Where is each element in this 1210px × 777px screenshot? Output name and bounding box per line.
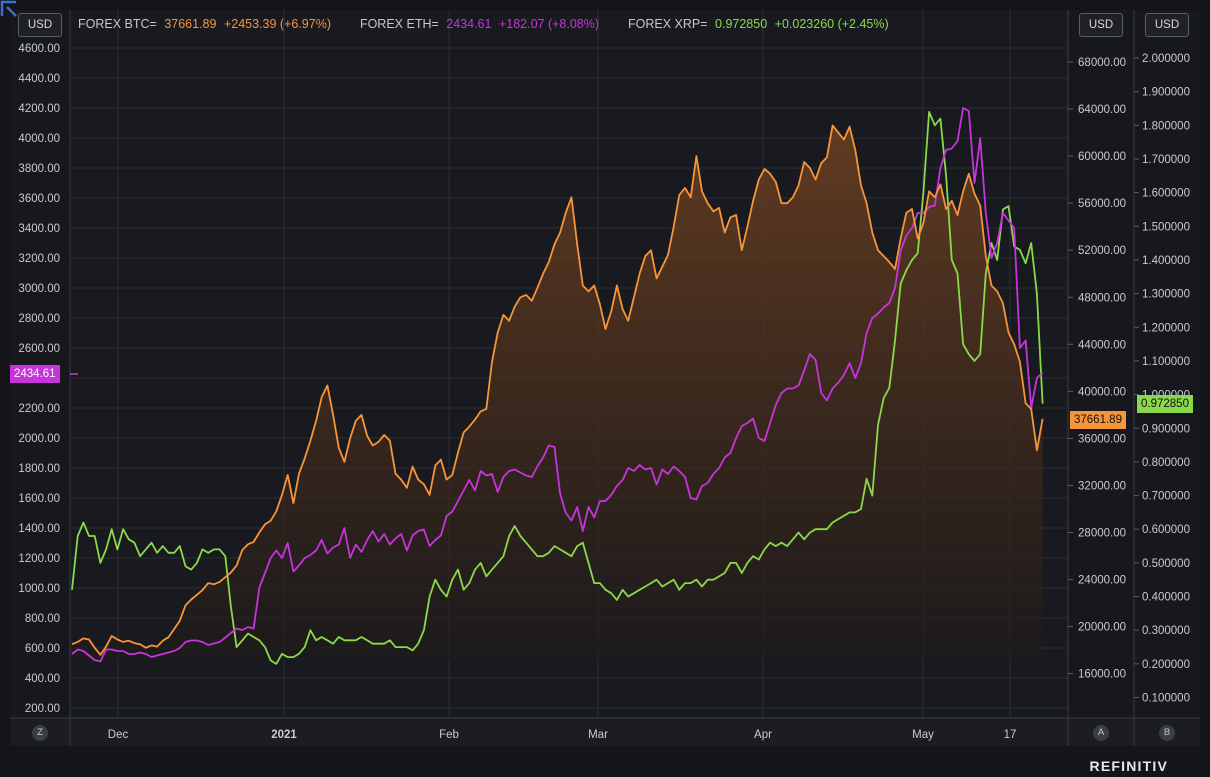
btc-axis-tick-label: 64000.00 (1078, 104, 1126, 116)
xrp-axis-tick-label: 0.500000 (1142, 558, 1190, 570)
btc-axis-tick-label: 68000.00 (1078, 57, 1126, 69)
eth-axis-tick-label: 1000.00 (18, 583, 60, 595)
xrp-series-line (71, 111, 1044, 665)
xrp-axis-tick-label: 1.400000 (1142, 255, 1190, 267)
eth-axis-tick-label: 4600.00 (18, 43, 60, 55)
secondary-scale-button[interactable]: B (1159, 725, 1175, 741)
eth-axis-tick-label: 2000.00 (18, 433, 60, 445)
btc-axis-tick-label: 24000.00 (1078, 575, 1126, 587)
xrp-axis-tick-label: 0.700000 (1142, 491, 1190, 503)
time-axis-label: Apr (754, 729, 772, 741)
left-axis-unit-button[interactable]: USD (18, 13, 62, 37)
btc-axis-tick-label: 16000.00 (1078, 669, 1126, 681)
eth-axis-tick-label: 3000.00 (18, 283, 60, 295)
eth-axis-panel (10, 10, 70, 718)
legend-btc-name: FOREX BTC= (78, 17, 157, 31)
eth-axis-tick-label: 4000.00 (18, 133, 60, 145)
btc-axis-tick-label: 28000.00 (1078, 528, 1126, 540)
time-axis-label: May (912, 729, 934, 741)
time-axis-panel (10, 718, 1200, 746)
brand-label: REFINITIV (1089, 758, 1168, 774)
eth-price-tag: 2434.61 (10, 365, 60, 383)
eth-axis-tick-label: 3400.00 (18, 223, 60, 235)
legend-eth-price: 2434.61 (446, 17, 492, 31)
xrp-axis-tick-label: 1.800000 (1142, 120, 1190, 132)
zoom-reset-button[interactable]: Z (32, 725, 48, 741)
eth-axis-tick-label: 4400.00 (18, 73, 60, 85)
eth-axis-tick-label: 200.00 (25, 703, 60, 715)
eth-axis-tick-label: 400.00 (25, 673, 60, 685)
time-axis-label: Dec (108, 729, 129, 741)
btc-axis-tick-label: 20000.00 (1078, 622, 1126, 634)
xrp-axis-tick-label: 0.400000 (1142, 592, 1190, 604)
xrp-axis-tick-label: 0.100000 (1142, 693, 1190, 705)
btc-axis-tick-label: 32000.00 (1078, 480, 1126, 492)
auto-scale-button[interactable]: A (1093, 725, 1109, 741)
legend-eth-name: FOREX ETH= (359, 17, 439, 31)
btc-axis-tick-label: 40000.00 (1078, 386, 1126, 398)
legend-xrp-change: +0.023260 (+2.45%) (774, 17, 889, 31)
eth-axis-tick-label: 2800.00 (18, 313, 60, 325)
time-axis-label: Mar (588, 729, 608, 741)
btc-axis-panel (1068, 10, 1134, 718)
legend-btc-price: 37661.89 (164, 17, 217, 31)
time-axis-label: 17 (1004, 729, 1017, 741)
legend: FOREX BTC= 37661.89 +2453.39 (+6.97%) FO… (78, 17, 893, 31)
xrp-axis-tick-label: 1.500000 (1142, 221, 1190, 233)
xrp-axis-panel (1134, 10, 1200, 718)
legend-btc-change: +2453.39 (+6.97%) (223, 17, 331, 31)
legend-eth-change: +182.07 (+8.08%) (498, 17, 600, 31)
xrp-axis-tick-label: 0.600000 (1142, 524, 1190, 536)
time-axis-label: 2021 (271, 729, 297, 741)
legend-xrp-price: 0.972850 (715, 17, 768, 31)
xrp-axis-tick-label: 1.900000 (1142, 87, 1190, 99)
btc-axis-tick-label: 52000.00 (1078, 245, 1126, 257)
btc-axis-tick-label: 60000.00 (1078, 151, 1126, 163)
eth-axis-tick-label: 800.00 (25, 613, 60, 625)
eth-axis-tick-label: 1600.00 (18, 493, 60, 505)
btc-axis-tick-label: 48000.00 (1078, 292, 1126, 304)
btc-axis-tick-label: 44000.00 (1078, 339, 1126, 351)
eth-axis-tick-label: 600.00 (25, 643, 60, 655)
eth-axis-tick-label: 1400.00 (18, 523, 60, 535)
xrp-axis-tick-label: 0.900000 (1142, 423, 1190, 435)
xrp-axis-tick-label: 0.300000 (1142, 625, 1190, 637)
btc-price-tag: 37661.89 (1070, 411, 1126, 429)
xrp-axis-tick-label: 1.100000 (1142, 356, 1190, 368)
xrp-axis-tick-label: 1.600000 (1142, 188, 1190, 200)
time-axis-label: Feb (439, 729, 459, 741)
eth-series-line (71, 107, 1044, 663)
eth-axis-tick-label: 4200.00 (18, 103, 60, 115)
btc-axis-tick-label: 56000.00 (1078, 198, 1126, 210)
xrp-price-tag: 0.972850 (1137, 395, 1193, 413)
refinitiv-logo-icon (0, 0, 17, 17)
xrp-axis-tick-label: 1.300000 (1142, 289, 1190, 301)
legend-xrp-name: FOREX XRP= (628, 17, 708, 31)
eth-axis-tick-label: 2200.00 (18, 403, 60, 415)
btc-axis-tick-label: 36000.00 (1078, 433, 1126, 445)
eth-axis-tick-label: 2600.00 (18, 343, 60, 355)
eth-axis-tick-label: 1800.00 (18, 463, 60, 475)
xrp-axis-unit-button[interactable]: USD (1145, 13, 1189, 37)
eth-axis-tick-label: 3800.00 (18, 163, 60, 175)
xrp-axis-tick-label: 2.000000 (1142, 53, 1190, 65)
eth-axis-tick-label: 3200.00 (18, 253, 60, 265)
xrp-axis-tick-label: 0.200000 (1142, 659, 1190, 671)
xrp-axis-tick-label: 0.800000 (1142, 457, 1190, 469)
eth-axis-tick-label: 3600.00 (18, 193, 60, 205)
xrp-axis-tick-label: 1.200000 (1142, 322, 1190, 334)
btc-axis-unit-button[interactable]: USD (1079, 13, 1123, 37)
btc-area-fill (72, 125, 1043, 660)
xrp-axis-tick-label: 1.700000 (1142, 154, 1190, 166)
btc-series-line (71, 124, 1044, 656)
eth-axis-tick-label: 1200.00 (18, 553, 60, 565)
